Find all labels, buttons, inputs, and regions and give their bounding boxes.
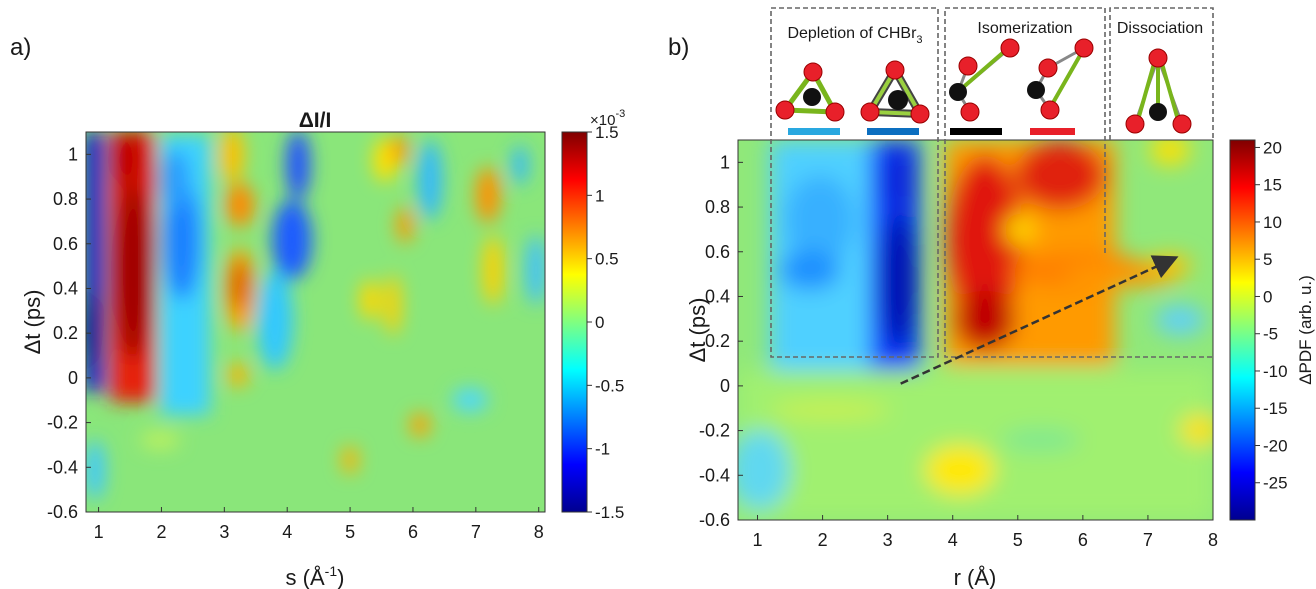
panel-a-y-ticks: 1 0.8 0.6 0.4 0.2 0 -0.2 -0.4 -0.6 (47, 144, 91, 522)
panel-b-x-tick-label: 5 (1013, 530, 1023, 550)
panel-b-colorbar-tick-label: 20 (1263, 138, 1282, 157)
panel-b-axes-box (737, 139, 1214, 521)
depletion-label-sub: 3 (916, 34, 922, 46)
panel-a-colorbar-tick-label: -0.5 (595, 376, 624, 395)
panel-b-colorbar-ticks: 20 15 10 5 0 -5 -10 -15 -20 -25 (1255, 138, 1288, 493)
molecule-icon-4 (1027, 38, 1094, 120)
panel-a-x-tick-label: 7 (471, 522, 481, 542)
panel-a-title: ΔI/I (299, 109, 332, 132)
panel-b-x-tick-label: 8 (1208, 530, 1218, 550)
panel-a-colorbar-tick-label: 1 (595, 186, 604, 205)
panel-a-y-tick-label: 0 (68, 368, 78, 388)
panel-b-y-tick-label: 0 (720, 376, 730, 396)
dissociation-label: Dissociation (1117, 20, 1203, 37)
panel-a-y-tick-label: 0.2 (53, 323, 78, 343)
panel-b-x-tick-label: 3 (883, 530, 893, 550)
panel-b-x-tick-label: 4 (948, 530, 958, 550)
panel-a-xlabel: s (Å-1) (286, 563, 345, 589)
panel-b-y-tick-label: -0.6 (699, 510, 730, 530)
panel-a-xlabel-sup: -1 (325, 563, 338, 579)
panel-b-colorbar-tick-label: -25 (1263, 474, 1288, 493)
panel-a-y-tick-label: 0.4 (53, 278, 78, 298)
panel-b-y-tick-label: 0.6 (705, 242, 730, 262)
marker-bar-red (1030, 128, 1075, 135)
panel-a-y-tick-label: 0.8 (53, 189, 78, 209)
depletion-region-box (770, 7, 939, 358)
dissociation-arrow (900, 255, 1179, 385)
panel-b-x-ticks: 1 2 3 4 5 6 7 8 (753, 515, 1218, 550)
panel-b-x-tick-label: 1 (753, 530, 763, 550)
molecule-icon-5 (1125, 48, 1192, 134)
panel-b-y-tick-label: -0.2 (699, 421, 730, 441)
panel-b-y-tick-label: 1 (720, 152, 730, 172)
panel-a-colorbar-tick-label: 1.5 (595, 123, 619, 142)
panel-b-y-tick-label: -0.4 (699, 465, 730, 485)
panel-a-x-tick-label: 2 (156, 522, 166, 542)
panel-b-x-tick-label: 6 (1078, 530, 1088, 550)
panel-a-multiplier-exp: -3 (615, 108, 625, 120)
panel-b-colorbar-tick-label: 5 (1263, 250, 1272, 269)
panel-a-heatmap (86, 132, 545, 512)
molecule-icon-2 (860, 60, 930, 124)
depletion-label: Depletion of CHBr3 (787, 25, 922, 46)
panel-b-colorbar-tick-label: -10 (1263, 362, 1288, 381)
marker-bar-black (950, 128, 1002, 135)
molecule-icon-1 (775, 62, 845, 122)
panel-b-y-tick-label: 0.8 (705, 197, 730, 217)
panel-a-y-tick-label: 1 (68, 144, 78, 164)
panel-a-x-tick-label: 5 (345, 522, 355, 542)
panel-b-colorbar-tick-label: -15 (1263, 399, 1288, 418)
panel-b-y-tick-label: 0.2 (705, 331, 730, 351)
panel-a-y-tick-label: -0.2 (47, 413, 78, 433)
panel-a-xlabel-close: ) (337, 565, 344, 589)
panel-a-colorbar-tick-label: -1.5 (595, 503, 624, 522)
dissociation-region-box (1109, 7, 1214, 140)
isomerization-label: Isomerization (977, 20, 1072, 37)
panel-a-x-tick-label: 3 (219, 522, 229, 542)
panel-a-colorbar-ticks: 1.5 1 0.5 0 -0.5 -1 -1.5 (587, 123, 624, 522)
panel-b-ylabel: Δt (ps) (685, 298, 710, 363)
panel-a-x-tick-label: 4 (282, 522, 292, 542)
panel-a-x-tick-label: 8 (534, 522, 544, 542)
panel-a-x-tick-label: 6 (408, 522, 418, 542)
panel-a-y-tick-label: 0.6 (53, 234, 78, 254)
panel-b-y-ticks: 1 0.8 0.6 0.4 0.2 0 -0.2 -0.4 -0.6 (699, 152, 743, 530)
marker-bar-light-blue (788, 128, 840, 135)
panel-b-x-tick-label: 7 (1143, 530, 1153, 550)
panel-a-x-ticks: 1 2 3 4 5 6 7 8 (94, 507, 544, 542)
panel-a-y-tick-label: -0.6 (47, 502, 78, 522)
panel-b-x-tick-label: 2 (818, 530, 828, 550)
panel-b-colorbar (1229, 139, 1256, 521)
panel-a-multiplier-base: ×10 (590, 112, 615, 129)
panel-b-colorbar-tick-label: 0 (1263, 287, 1272, 306)
isomerization-region-box (944, 7, 1213, 358)
panel-b-colorbar-label: ΔPDF (arb. u.) (1296, 275, 1315, 385)
panel-b-heatmap (738, 140, 1213, 520)
molecule-icon-3 (949, 38, 1020, 122)
panel-a-colorbar-tick-label: 0.5 (595, 250, 619, 269)
panel-b-colorbar-tick-label: -20 (1263, 436, 1288, 455)
panel-b-colorbar-tick-label: 15 (1263, 176, 1282, 195)
marker-bar-dark-blue (867, 128, 919, 135)
panel-a-xlabel-main: s (Å (286, 565, 325, 589)
panel-a-label: a) (10, 34, 31, 61)
panel-a-colorbar-tick-label: -1 (595, 440, 610, 459)
panel-b-colorbar-tick-label: 10 (1263, 213, 1282, 232)
panel-b-y-tick-label: 0.4 (705, 286, 730, 306)
panel-a-colorbar-tick-label: 0 (595, 313, 604, 332)
panel-a-colorbar (561, 131, 588, 513)
panel-b-colorbar-tick-label: -5 (1263, 325, 1278, 344)
panel-a-colorbar-multiplier: ×10-3 (590, 108, 625, 129)
panel-a-ylabel: Δt (ps) (20, 290, 45, 355)
panel-b-label: b) (668, 34, 689, 61)
panel-a-axes-box (85, 131, 546, 513)
panel-b-xlabel: r (Å) (954, 565, 997, 589)
depletion-label-main: Depletion of CHBr (787, 25, 917, 42)
panel-a-y-tick-label: -0.4 (47, 457, 78, 477)
panel-a-x-tick-label: 1 (94, 522, 104, 542)
